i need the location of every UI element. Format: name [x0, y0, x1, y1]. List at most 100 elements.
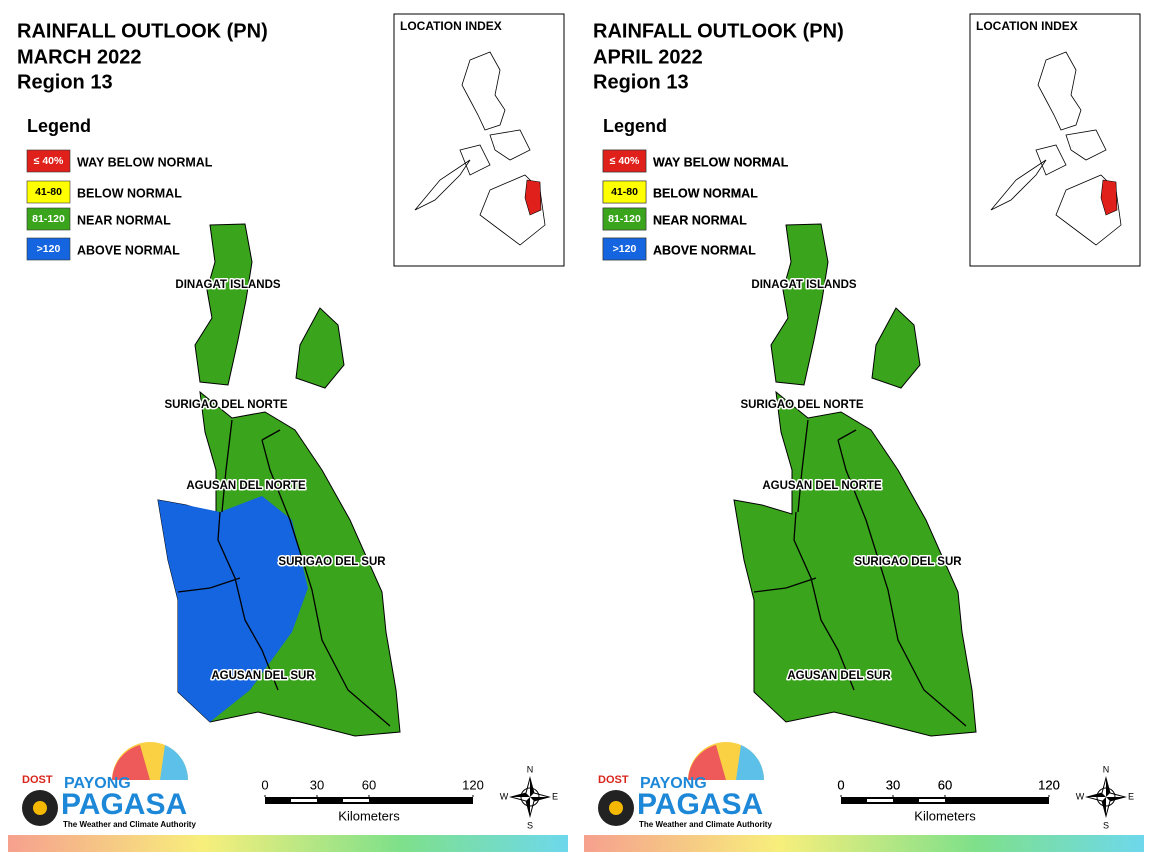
region: Region 13 — [17, 71, 113, 93]
legend-swatch — [602, 207, 647, 231]
umbrella-part — [160, 745, 189, 780]
region: Region 13 — [593, 71, 689, 93]
logo-tagline: The Weather and Climate Authority — [639, 820, 772, 829]
legend-code: 81-120 — [608, 213, 641, 225]
legend-label: NEAR NORMAL — [653, 213, 747, 227]
period: APRIL 2022 — [593, 46, 703, 68]
province-label: SURIGAO DEL NORTE — [164, 399, 287, 411]
scale-tick-label: 60 — [938, 777, 952, 792]
province-label: DINAGAT ISLANDS — [751, 279, 857, 291]
compass-rose-fill — [1087, 778, 1125, 816]
legend-label: NEAR NORMAL — [77, 213, 171, 227]
legend-title: Legend — [27, 116, 91, 136]
legend-label: WAY BELOW NORMAL — [77, 155, 213, 169]
compass-s: S — [1103, 820, 1109, 830]
scale-tick-label: 120 — [1038, 777, 1060, 792]
logo-pagasa: PAGASA — [61, 788, 187, 821]
title: RAINFALL OUTLOOK (PN) — [593, 20, 844, 42]
legend-label: WAY BELOW NORMAL — [653, 155, 789, 169]
logo: DOST PAYONG PAGASA The Weather and Clima… — [598, 742, 772, 829]
province-label: AGUSAN DEL SUR — [787, 670, 891, 682]
umbrella-part — [688, 745, 726, 780]
legend-swatch — [26, 207, 71, 231]
above-normal-area — [158, 496, 308, 722]
dost-emblem-center — [609, 801, 623, 815]
scale-bar: Kilometers 0 30 60 120 — [261, 777, 483, 823]
outlook-panel: RAINFALL OUTLOOK (PN) APRIL 2022 Region … — [584, 13, 1144, 852]
compass-e: E — [1128, 791, 1134, 801]
period: MARCH 2022 — [17, 46, 141, 68]
logo-tagline: The Weather and Climate Authority — [63, 820, 196, 829]
logo-dost: DOST — [22, 774, 53, 786]
scale-tick-label: 30 — [310, 777, 324, 792]
legend-swatch — [26, 237, 71, 261]
logo-dost: DOST — [598, 774, 629, 786]
compass-w: W — [1076, 791, 1085, 801]
footer-band — [8, 835, 568, 852]
legend-code: ≤ 40% — [610, 155, 640, 167]
legend-label: ABOVE NORMAL — [77, 243, 180, 257]
legend-label: WAY BELOW NORMAL — [653, 155, 789, 169]
legend-label: BELOW NORMAL — [77, 186, 182, 200]
compass-w: W — [500, 791, 509, 801]
province-label: SURIGAO DEL SUR — [278, 556, 386, 568]
legend-label: ABOVE NORMAL — [653, 243, 756, 257]
scale-unit: Kilometers — [914, 808, 976, 823]
scale-tick-label: 0 — [837, 777, 844, 792]
legend-code: ≤ 40% — [34, 155, 64, 167]
location-index-title: LOCATION INDEX — [400, 19, 502, 33]
legend-code: 41-80 — [35, 186, 62, 198]
philippines-outline — [414, 51, 546, 246]
siargao-island — [295, 307, 345, 389]
scale-tick-label: 30 — [886, 777, 900, 792]
scale-bar-segment — [291, 799, 317, 802]
scale-tick-label: 0 — [837, 777, 844, 792]
umbrella-part — [112, 745, 150, 780]
legend-label: ABOVE NORMAL — [653, 243, 756, 257]
logo-payong: PAYONG — [64, 775, 131, 792]
legend: ≤ 40% WAY BELOW NORMAL 41-80 BELOW NORMAL 81… — [602, 149, 789, 261]
region-map — [733, 223, 977, 737]
compass-e: E — [552, 791, 558, 801]
compass-ring — [520, 787, 540, 807]
umbrella-part — [736, 745, 765, 780]
province-label: AGUSAN DEL SUR — [211, 670, 315, 682]
legend-title: Legend — [603, 116, 667, 136]
legend-code: >120 — [37, 243, 61, 255]
province-label: AGUSAN DEL NORTE — [762, 480, 882, 492]
logo: DOST PAYONG PAGASA The Weather and Clima… — [22, 742, 196, 829]
title: RAINFALL OUTLOOK (PN) — [17, 20, 268, 42]
legend-label: BELOW NORMAL — [653, 186, 758, 200]
dinagat-islands — [194, 223, 253, 386]
location-index-title: LOCATION INDEX — [976, 19, 1078, 33]
province-label: SURIGAO DEL NORTE — [740, 399, 863, 411]
region-highlight — [1100, 179, 1118, 216]
province-label: DINAGAT ISLANDS — [175, 279, 281, 291]
compass: N S W E — [1076, 764, 1134, 830]
legend-swatch — [602, 237, 647, 261]
legend-swatch — [26, 180, 71, 204]
scale-bar-segment — [343, 799, 369, 802]
dinagat-islands — [770, 223, 829, 386]
legend-swatch — [602, 149, 647, 173]
scale-tick-label: 60 — [938, 777, 952, 792]
compass: N S W E — [500, 764, 558, 830]
legend-swatch — [26, 149, 71, 173]
legend-label: BELOW NORMAL — [653, 186, 758, 200]
logo-payong: PAYONG — [640, 775, 707, 792]
scale-tick-label: 30 — [886, 777, 900, 792]
scale-tick-label: 120 — [462, 777, 484, 792]
scale-tick-label: 120 — [1038, 777, 1060, 792]
province-label: SURIGAO DEL SUR — [854, 556, 962, 568]
scale-bar-segment — [919, 799, 945, 802]
legend-label: NEAR NORMAL — [653, 213, 747, 227]
province-boundaries — [753, 419, 967, 727]
compass-n: N — [1103, 764, 1110, 774]
legend-code: 41-80 — [611, 186, 638, 198]
footer-band — [584, 835, 1144, 852]
legend: ≤ 40% WAY BELOW NORMAL 41-80 BELOW NORMAL 81… — [26, 149, 213, 261]
province-label: AGUSAN DEL NORTE — [186, 480, 306, 492]
province-boundaries — [177, 419, 391, 727]
